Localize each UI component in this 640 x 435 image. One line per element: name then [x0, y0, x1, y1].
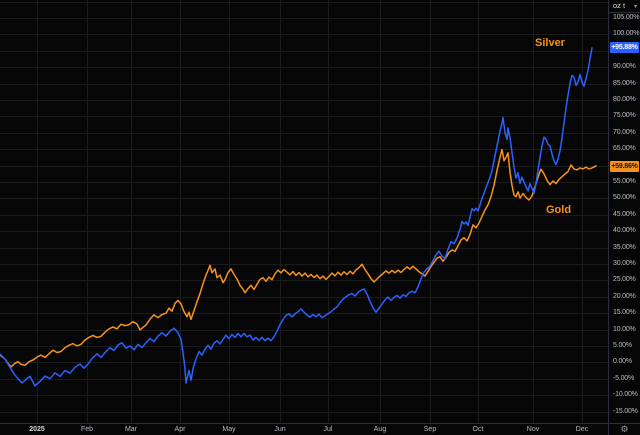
- time-tick-label: 2025: [29, 426, 45, 433]
- time-tick-label: Aug: [373, 426, 387, 433]
- price-tick-label: 80.00%: [613, 96, 636, 103]
- price-tick-label: 50.00%: [613, 194, 636, 202]
- unit-label: oz t: [613, 1, 626, 10]
- time-tick-label: Dec: [575, 426, 589, 433]
- gold-series-line[interactable]: [0, 148, 597, 368]
- caret-down-icon: ▾: [633, 4, 637, 10]
- unit-selector[interactable]: oz t ▾: [609, 0, 640, 13]
- price-tick-label: 5.00%: [613, 341, 632, 349]
- gold-text-annotation[interactable]: Gold: [546, 204, 572, 216]
- silver-series-line[interactable]: [0, 47, 593, 387]
- time-tick-label: Mar: [124, 426, 138, 433]
- silver-text-annotation[interactable]: Silver: [535, 37, 565, 49]
- price-tick-label: 65.00%: [613, 145, 636, 153]
- time-tick-label: Oct: [472, 426, 484, 433]
- price-tick-label: 30.00%: [613, 259, 636, 267]
- price-tick-label: 40.00%: [613, 227, 636, 235]
- price-tick-label: 70.00%: [613, 128, 636, 136]
- price-tick-label: 100.00%: [613, 30, 640, 38]
- price-tick-label: 105.00%: [613, 14, 640, 22]
- time-tick-label: Jun: [274, 426, 286, 433]
- price-tick-label: 10.00%: [613, 325, 636, 333]
- silver-price-badge: +95.88%: [610, 42, 639, 54]
- time-tick-label: Nov: [526, 426, 540, 433]
- price-tick-label: -10.00%: [613, 391, 638, 399]
- time-tick-label: Apr: [174, 426, 186, 433]
- axis-settings-corner[interactable]: ⚙: [609, 423, 640, 435]
- price-chart-canvas[interactable]: [0, 0, 608, 423]
- price-tick-label: 20.00%: [613, 292, 636, 300]
- price-tick-label: 0.00%: [613, 358, 632, 366]
- price-tick-label: -15.00%: [613, 407, 638, 415]
- price-tick-label: 85.00%: [613, 79, 636, 87]
- price-tick-label: 55.00%: [613, 177, 636, 185]
- price-tick-label: 15.00%: [613, 309, 636, 317]
- time-tick-label: May: [222, 426, 236, 433]
- price-tick-label: 90.00%: [613, 63, 636, 71]
- price-tick-label: 75.00%: [613, 112, 636, 120]
- price-tick-label: 25.00%: [613, 276, 636, 284]
- gold-price-badge: +59.86%: [610, 160, 639, 172]
- time-tick-label: Jul: [323, 426, 333, 433]
- price-tick-label: 45.00%: [613, 210, 636, 218]
- price-axis[interactable]: oz t ▾ 105.00%100.00%95.00%90.00%85.00%8…: [608, 0, 640, 435]
- time-tick-label: Sep: [423, 426, 437, 433]
- price-tick-label: -5.00%: [613, 374, 634, 382]
- price-tick-label: 35.00%: [613, 243, 636, 251]
- time-tick-label: Feb: [80, 426, 94, 433]
- settings-gear-icon[interactable]: ⚙: [620, 424, 629, 434]
- time-axis[interactable]: 2025 Feb Mar Apr May Jun Jul Aug Sep Oct Nov Dec: [0, 423, 608, 435]
